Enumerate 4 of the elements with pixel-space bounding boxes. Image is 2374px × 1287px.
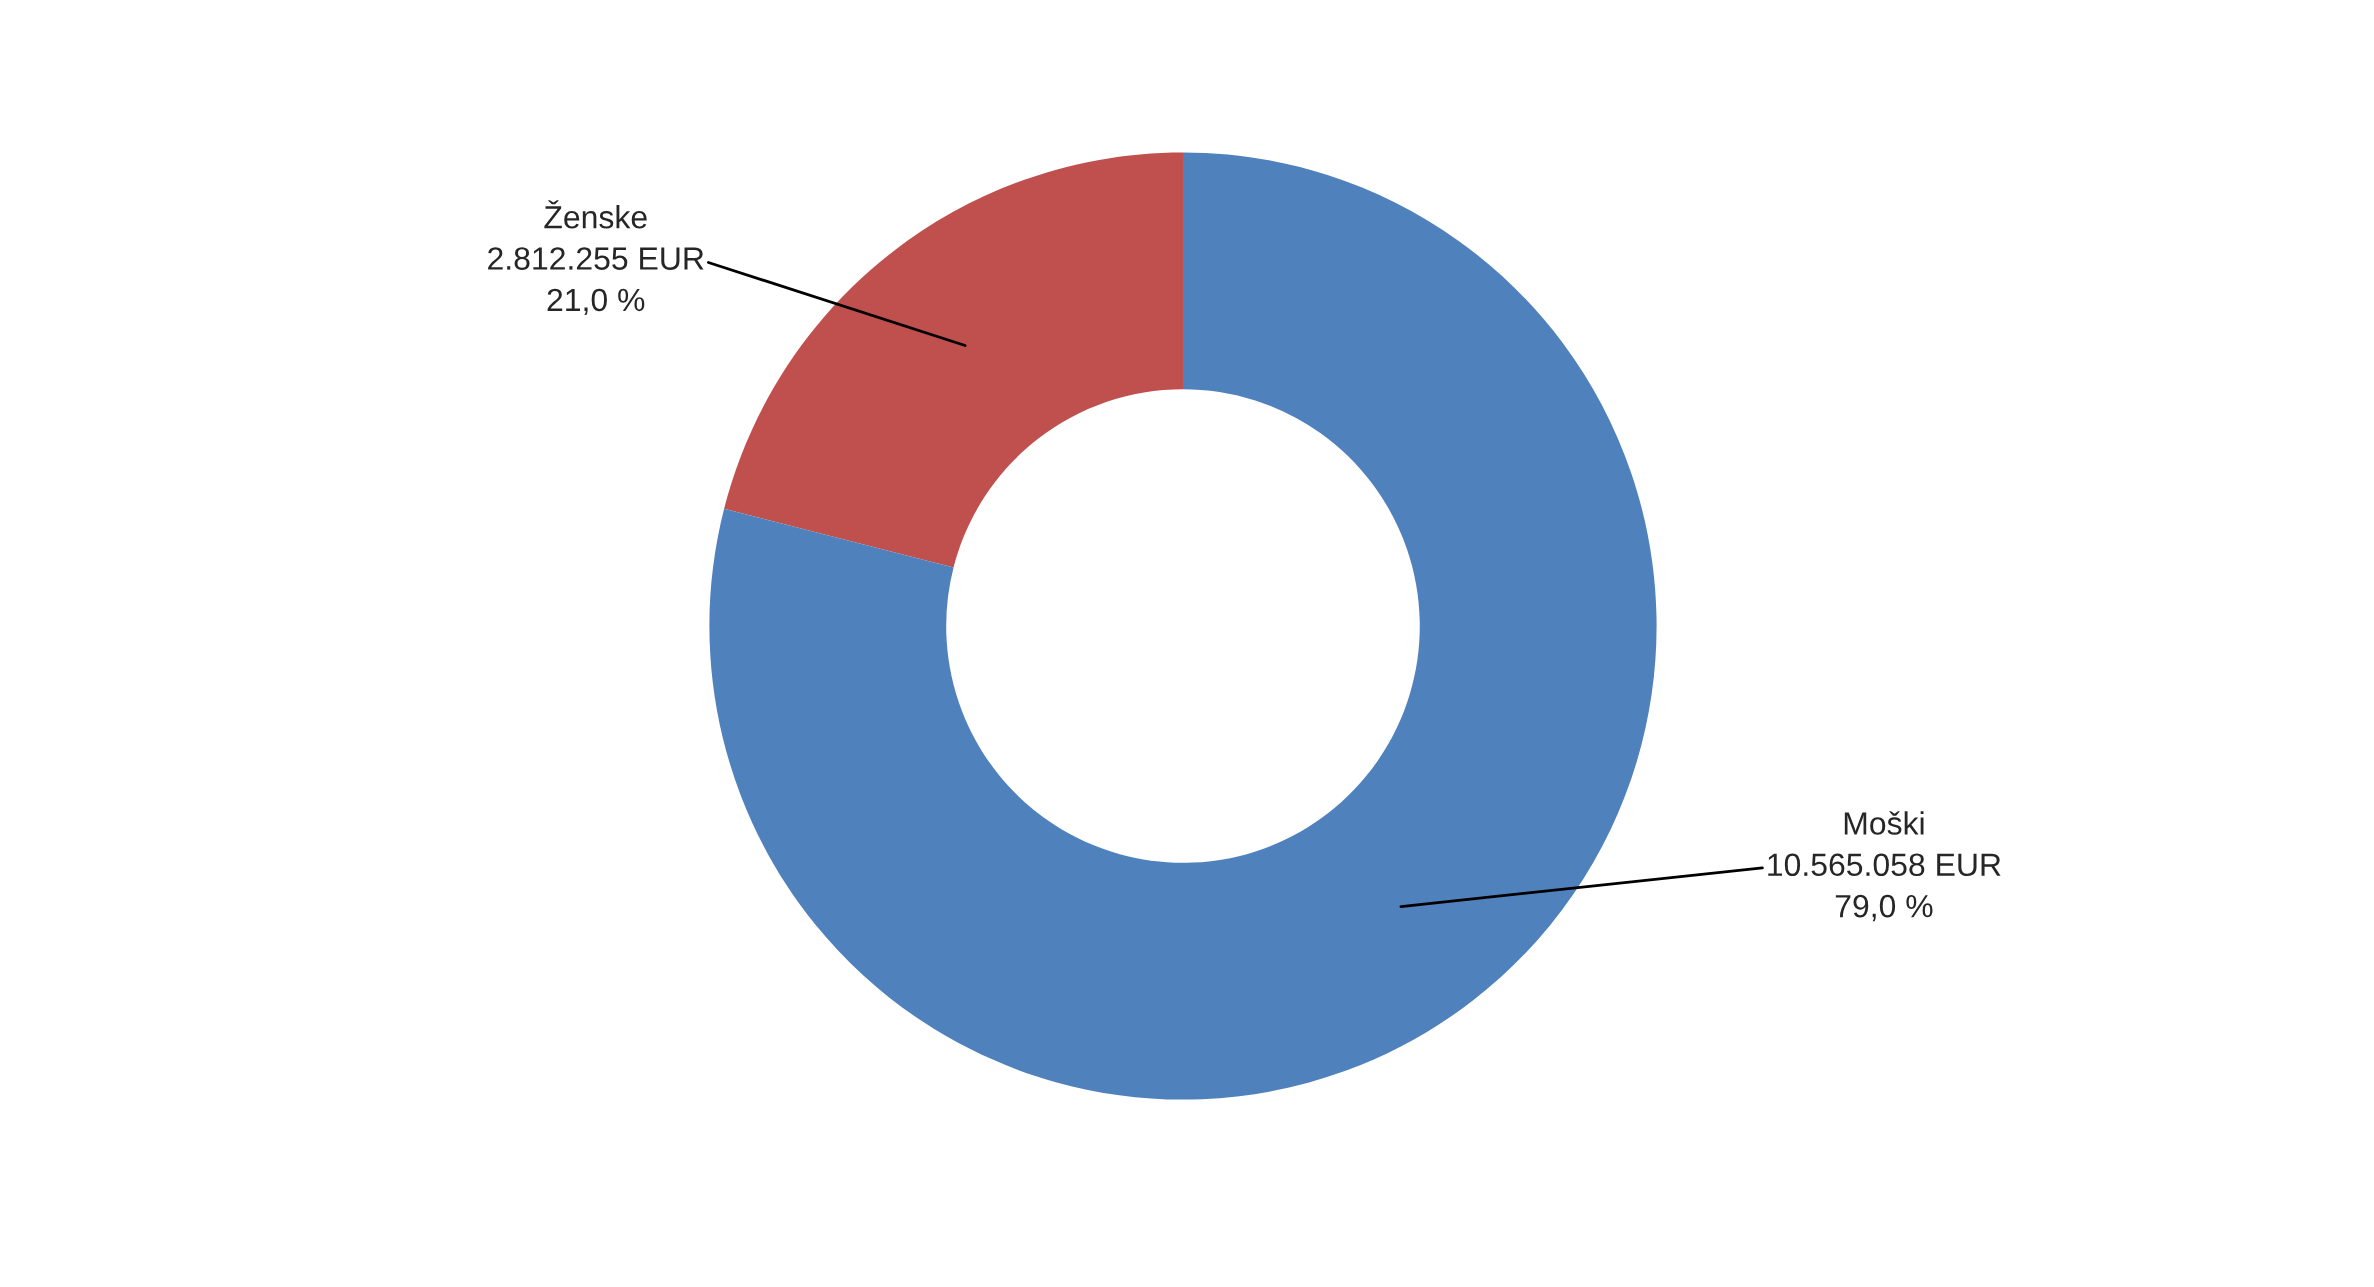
slice-label: Ženske (544, 200, 647, 229)
slice-label: Moški (1844, 811, 1924, 835)
data-label: 10.565.058 EUR 79,0 % (1768, 853, 2001, 922)
data-label: 2.812.255 EUR 21,0 % (488, 247, 704, 316)
